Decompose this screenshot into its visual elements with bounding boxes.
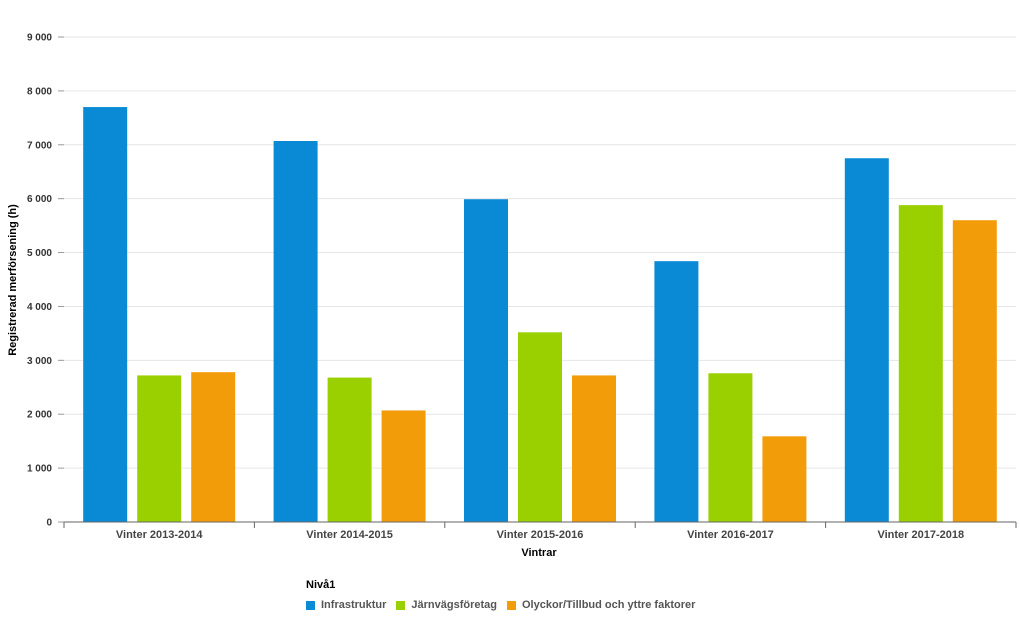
bar-olyckor-tillbud-och-yttre-faktorer-4[interactable] — [952, 220, 997, 522]
x-axis: Vinter 2013-2014 Vinter 2014-2015 Vinter 2… — [63, 521, 1017, 541]
bar-olyckor-tillbud-och-yttre-faktorer-0[interactable] — [191, 372, 236, 522]
x-tick-label: Vinter 2013-2014 — [116, 529, 204, 541]
y-tick-label: 1 000 — [27, 464, 52, 475]
bar-j-rnv-gsf-retag-1[interactable] — [327, 377, 372, 522]
bar-infrastruktur-0[interactable] — [83, 107, 128, 523]
bar-j-rnv-gsf-retag-2[interactable] — [518, 332, 562, 522]
x-tick-label: Vinter 2017-2018 — [877, 529, 964, 541]
bar-olyckor-tillbud-och-yttre-faktorer-3[interactable] — [762, 436, 807, 522]
legend-label: Infrastruktur — [321, 599, 387, 611]
x-axis-title: Vintrar — [521, 547, 557, 559]
legend-label: Olyckor/Tillbud och yttre faktorer — [522, 599, 696, 611]
bar-infrastruktur-1[interactable] — [273, 141, 318, 522]
legend: Nivå1 Infrastruktur Järnvägsföretag Olycko… — [306, 579, 705, 611]
y-tick-label: 8 000 — [27, 86, 52, 97]
bar-j-rnv-gsf-retag-0[interactable] — [137, 375, 182, 522]
bar-infrastruktur-4[interactable] — [844, 158, 889, 522]
legend-label: Järnvägsföretag — [411, 599, 497, 611]
legend-swatch — [507, 600, 516, 610]
legend-items: Infrastruktur Järnvägsföretag Olyckor/Till… — [306, 599, 705, 611]
legend-item[interactable]: Järnvägsföretag — [396, 599, 497, 611]
bar-infrastruktur-2[interactable] — [464, 199, 508, 522]
y-tick-label: 6 000 — [27, 194, 52, 205]
legend-title: Nivå1 — [306, 579, 336, 591]
x-tick-label: Vinter 2016-2017 — [687, 529, 774, 541]
y-tick-label: 4 000 — [27, 302, 52, 313]
y-axis: 0 1 000 2 000 3 000 4 000 5 000 6 000 7 000 8 00… — [27, 33, 64, 529]
bar-olyckor-tillbud-och-yttre-faktorer-1[interactable] — [381, 410, 426, 522]
legend-item[interactable]: Olyckor/Tillbud och yttre faktorer — [507, 599, 695, 611]
bar-j-rnv-gsf-retag-3[interactable] — [708, 373, 753, 522]
bar-infrastruktur-3[interactable] — [654, 261, 699, 522]
legend-swatch — [396, 600, 406, 610]
x-tick-label: Vinter 2014-2015 — [306, 529, 393, 541]
y-tick-label: 5 000 — [27, 248, 52, 259]
x-tick-label: Vinter 2015-2016 — [497, 529, 584, 541]
bar-j-rnv-gsf-retag-4[interactable] — [898, 205, 943, 522]
y-axis-title: Registrerad merförsening (h) — [7, 204, 19, 356]
bars — [83, 107, 997, 523]
legend-swatch — [306, 600, 315, 610]
y-tick-label: 0 — [46, 518, 52, 529]
y-tick-label: 3 000 — [27, 356, 52, 367]
bar-olyckor-tillbud-och-yttre-faktorer-2[interactable] — [572, 375, 616, 522]
y-tick-label: 7 000 — [27, 140, 52, 151]
y-tick-label: 2 000 — [27, 410, 52, 421]
y-tick-label: 9 000 — [27, 33, 52, 44]
legend-item[interactable]: Infrastruktur — [306, 599, 386, 611]
